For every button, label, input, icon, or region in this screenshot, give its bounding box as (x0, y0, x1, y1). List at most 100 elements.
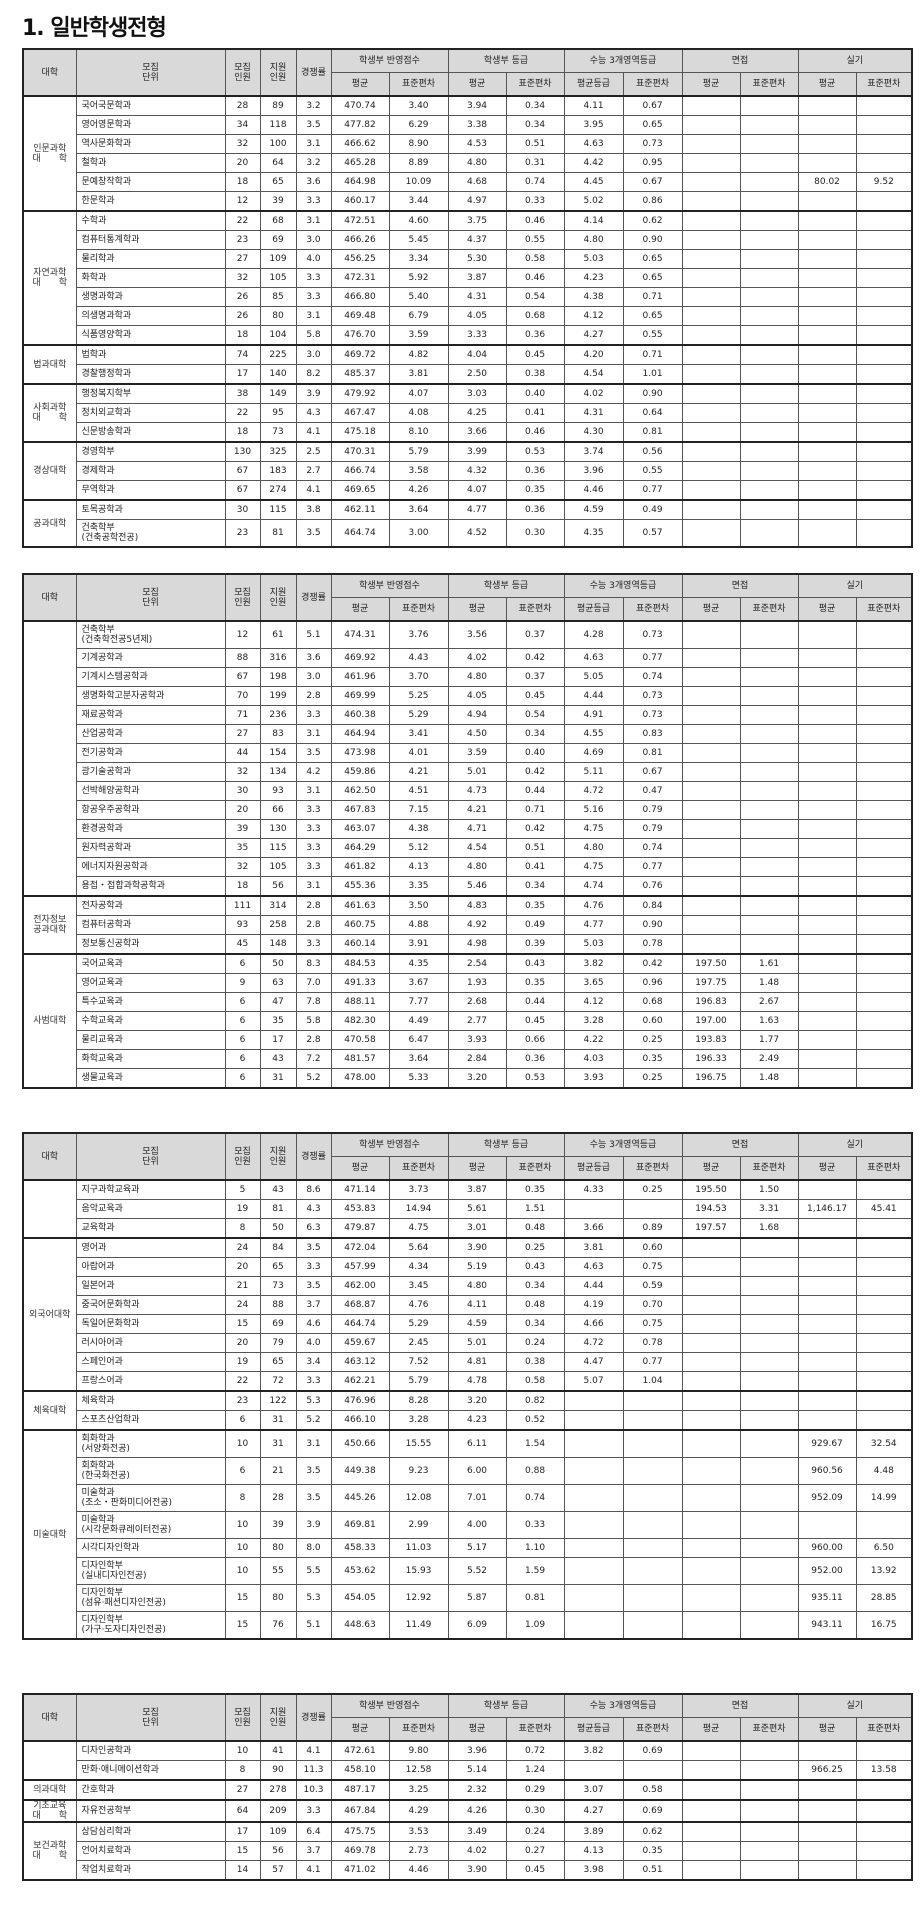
score-sd-cell: 3.91 (388, 934, 449, 955)
practical-sd-cell (855, 705, 913, 725)
score-avg-cell: 450.66 (330, 1429, 390, 1458)
applicants-cell: 64 (259, 153, 297, 173)
practical-sd-cell (855, 287, 913, 307)
score-sd-cell: 15.55 (388, 1429, 449, 1458)
department-cell: 생명화학고분자공학과 (75, 686, 226, 706)
ratio-cell: 3.6 (295, 648, 332, 668)
interview-avg-cell (681, 762, 741, 782)
csat-avg-cell: 4.38 (563, 287, 624, 307)
practical-sd-cell (855, 1371, 913, 1392)
interview-avg-cell (681, 1557, 741, 1585)
interview-avg-cell: 197.00 (681, 1011, 741, 1031)
quota-cell: 74 (224, 344, 261, 365)
score-sd-cell: 9.23 (388, 1457, 449, 1485)
department-cell: 스페인어과 (75, 1352, 226, 1372)
practical-avg-cell (797, 915, 857, 935)
csat-avg-cell (563, 1511, 624, 1539)
csat-sd-cell: 0.77 (622, 648, 683, 668)
table-row: 정치외교학과 22 95 4.3 467.47 4.08 4.25 0.41 4.31 0.64 (23, 403, 913, 423)
quota-cell: 6 (224, 1049, 261, 1069)
results-table-1: 대학 모집 단위 모집 인원 지원 인원 경쟁률 학생부 반영점수 학생부 등급 수능 3개영역등급… (22, 48, 914, 548)
interview-sd-cell (739, 95, 799, 116)
practical-avg-cell (797, 115, 857, 135)
grade-sd-cell: 0.35 (505, 973, 565, 993)
ratio-cell: 4.0 (295, 249, 332, 269)
grade-sd-cell: 0.36 (505, 461, 565, 481)
ratio-cell: 3.0 (295, 344, 332, 365)
csat-sd-cell: 0.71 (622, 287, 683, 307)
csat-sd-cell: 0.95 (622, 153, 683, 173)
score-sd-cell: 8.89 (388, 153, 449, 173)
quota-cell: 32 (224, 134, 261, 154)
table-row: 작업치료학과 14 57 4.1 471.02 4.46 3.90 0.45 3.98 0.51 (23, 1860, 913, 1881)
grade-avg-cell: 4.11 (447, 1295, 507, 1315)
grade-avg-cell: 2.68 (447, 992, 507, 1012)
table-row: 생물교육과 6 31 5.2 478.00 5.33 3.20 0.53 3.93 0.25 196… (23, 1068, 913, 1089)
interview-avg-cell (681, 1257, 741, 1277)
csat-sd-cell: 0.60 (622, 1237, 683, 1258)
csat-avg-cell: 4.44 (563, 686, 624, 706)
practical-avg-cell (797, 1030, 857, 1050)
table-row: 생명과학과 26 85 3.3 466.80 5.40 4.31 0.54 4.38 0.71 (23, 287, 913, 307)
score-sd-cell: 3.76 (388, 620, 449, 649)
score-sd-cell: 5.79 (388, 1371, 449, 1392)
interview-sd-cell (739, 743, 799, 763)
csat-avg-cell: 3.89 (563, 1821, 624, 1842)
csat-avg-cell (563, 1584, 624, 1612)
practical-avg-cell (797, 724, 857, 744)
interview-avg-cell (681, 172, 741, 192)
quota-cell: 10 (224, 1538, 261, 1558)
score-sd-cell: 2.99 (388, 1511, 449, 1539)
college-cell: 사범대학 (22, 953, 77, 1089)
department-cell: 선박해양공학과 (75, 781, 226, 801)
score-avg-cell: 478.00 (330, 1068, 390, 1089)
practical-avg-cell (797, 153, 857, 173)
department-cell: 경찰행정학과 (75, 364, 226, 385)
department-cell: 광기술공학과 (75, 762, 226, 782)
score-sd-cell: 4.49 (388, 1011, 449, 1031)
csat-avg-cell: 4.46 (563, 480, 624, 501)
interview-sd-cell (739, 1390, 799, 1411)
interview-sd-cell: 1.77 (739, 1030, 799, 1050)
college-group: 공과대학 토목공학과 30 115 3.8 462.11 3.64 4.77 0.36 4.59 0… (22, 499, 913, 548)
quota-cell: 27 (224, 1779, 261, 1801)
grade-avg-cell: 5.01 (447, 1333, 507, 1353)
quota-cell: 15 (224, 1584, 261, 1612)
practical-avg-cell (797, 210, 857, 231)
practical-sd-cell (855, 648, 913, 668)
score-sd-cell: 4.76 (388, 1295, 449, 1315)
csat-avg-cell: 3.81 (563, 1237, 624, 1258)
quota-cell: 64 (224, 1799, 261, 1823)
csat-avg-cell: 4.75 (563, 857, 624, 877)
header-college: 대학 (22, 48, 77, 97)
grade-sd-cell: 0.52 (505, 1410, 565, 1431)
interview-avg-cell (681, 403, 741, 423)
grade-sd-cell: 0.34 (505, 1276, 565, 1296)
table-row: 컴퓨터공학과 93 258 2.8 460.75 4.88 4.92 0.49 4.77 0.90 (23, 915, 913, 935)
quota-cell: 45 (224, 934, 261, 955)
department-cell: 원자력공학과 (75, 838, 226, 858)
score-avg-cell: 469.99 (330, 686, 390, 706)
practical-sd-cell (855, 915, 913, 935)
csat-avg-cell: 4.14 (563, 210, 624, 231)
applicants-cell: 115 (259, 499, 297, 520)
score-sd-cell: 9.80 (388, 1740, 449, 1761)
department-cell: 수학교육과 (75, 1011, 226, 1031)
ratio-cell: 2.8 (295, 686, 332, 706)
department-cell: 행정복지학부 (75, 383, 226, 404)
practical-avg-cell: 80.02 (797, 172, 857, 192)
practical-sd-cell (855, 895, 913, 916)
csat-sd-cell (622, 1511, 683, 1539)
grade-avg-cell: 4.05 (447, 686, 507, 706)
ratio-cell: 2.5 (295, 441, 332, 462)
header-practical-sd: 표준편차 (855, 1156, 913, 1181)
quota-cell: 71 (224, 705, 261, 725)
grade-sd-cell: 1.59 (505, 1557, 565, 1585)
department-cell: 스포츠산업학과 (75, 1410, 226, 1431)
score-sd-cell: 4.08 (388, 403, 449, 423)
score-avg-cell: 453.83 (330, 1199, 390, 1219)
score-avg-cell: 458.10 (330, 1760, 390, 1781)
department-cell: 디자인학부 (실내디자인전공) (75, 1557, 226, 1585)
score-avg-cell: 467.83 (330, 800, 390, 820)
practical-avg-cell: 960.00 (797, 1538, 857, 1558)
